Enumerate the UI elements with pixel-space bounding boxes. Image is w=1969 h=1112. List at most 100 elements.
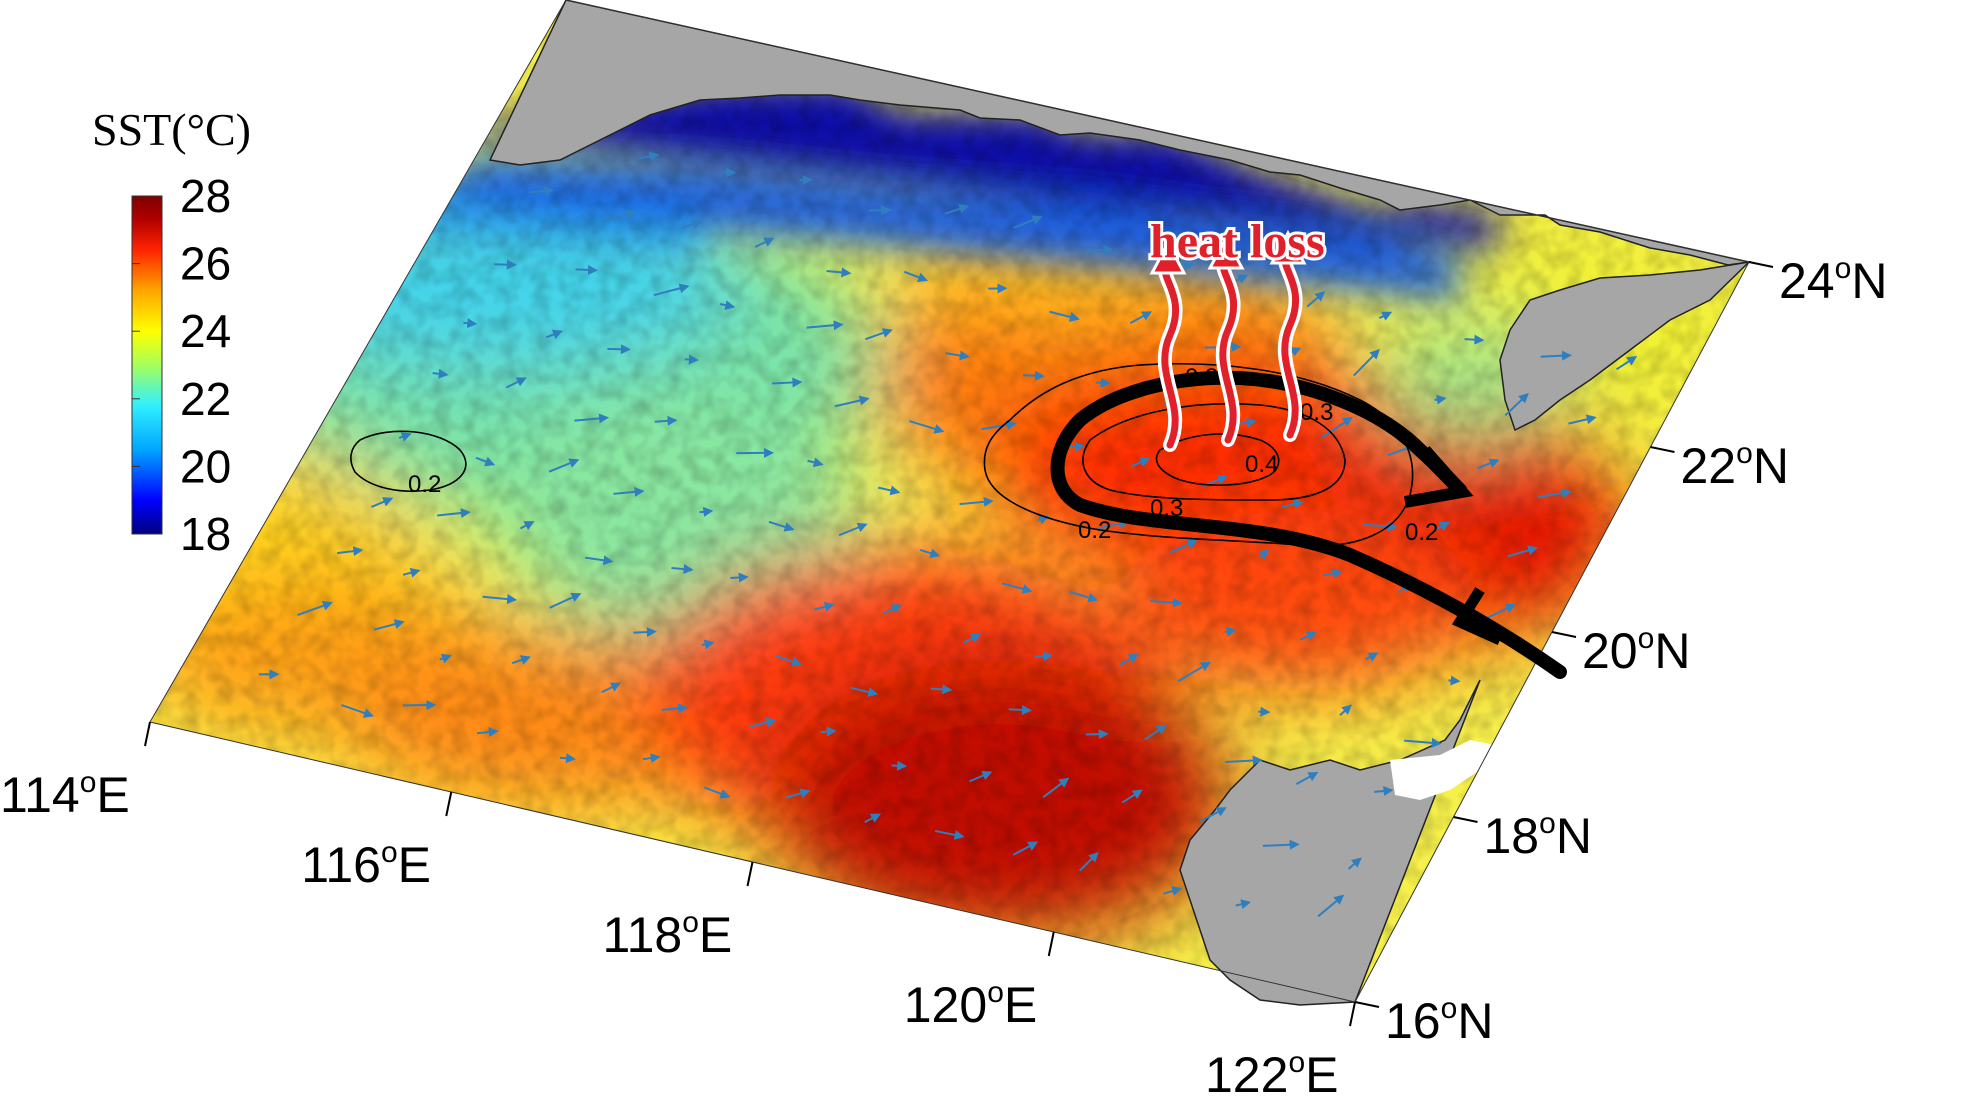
current-vector (944, 204, 970, 215)
current-vector (1258, 549, 1270, 560)
current-vectors (258, 151, 1638, 918)
current-vector (1362, 521, 1398, 532)
colorbar-gradient (131, 195, 163, 535)
contour-label: 0.4 (1245, 451, 1278, 478)
current-vector (1169, 539, 1198, 554)
current-vector (1199, 807, 1227, 823)
current-vector (559, 753, 576, 764)
current-vector (602, 209, 637, 223)
current-vector (1262, 839, 1300, 850)
lon-tick-mark (1349, 1001, 1356, 1027)
current-vector (934, 829, 965, 840)
current-vector (398, 432, 412, 442)
current-vector (585, 555, 614, 566)
lon-tick-label: 116oE (301, 836, 431, 893)
current-vector (749, 717, 777, 728)
current-vector (1258, 706, 1271, 717)
lon-tick-mark (746, 861, 754, 887)
current-vector (1353, 348, 1380, 377)
current-vector (1012, 841, 1039, 856)
lon-tick-label: 114oE (0, 766, 130, 823)
current-vector (642, 753, 661, 764)
longitude-axis: 114oE 116oE 118oE 120oE 122oE (0, 721, 1356, 1103)
current-vector (476, 727, 499, 738)
current-vector (1568, 414, 1597, 425)
current-vector (799, 175, 813, 186)
current-vector (402, 700, 437, 711)
current-vector (768, 520, 795, 532)
lat-tick-label: 16oN (1385, 992, 1493, 1049)
current-vector (820, 726, 837, 737)
current-vector (1096, 377, 1111, 388)
current-vector (373, 619, 405, 631)
current-vector (864, 813, 881, 824)
colorbar-tick-label: 20 (180, 440, 231, 492)
current-vector (671, 564, 694, 574)
current-vector (519, 521, 535, 531)
colorbar-tick-label: 24 (180, 305, 231, 357)
contour-label: 0.2 (1078, 517, 1111, 544)
current-vector (1477, 458, 1500, 470)
current-vector (613, 486, 645, 497)
loop-mid-arrow-head (1451, 587, 1503, 646)
current-vector (684, 354, 699, 365)
current-vector (754, 237, 775, 248)
taiwan-land (1499, 260, 1752, 432)
current-vector (1129, 311, 1153, 324)
current-vector (661, 703, 689, 714)
current-vector (494, 259, 517, 270)
loop-arrow-head (1403, 446, 1474, 508)
current-vector (945, 350, 970, 361)
current-vector (439, 653, 452, 664)
current-vector (337, 546, 364, 557)
current-vector (1507, 545, 1539, 558)
current-vector (463, 318, 478, 329)
current-vector (1121, 789, 1143, 804)
current-vector (1034, 651, 1054, 662)
current-vector (1224, 626, 1237, 637)
current-vector (1008, 705, 1032, 715)
lon-tick-label: 120oE (904, 976, 1037, 1033)
lon-tick-mark (144, 721, 151, 747)
lon-tick-mark (1047, 931, 1055, 957)
current-vector (1306, 291, 1326, 308)
current-vector (1281, 499, 1304, 510)
current-vector (1347, 857, 1362, 870)
current-vector (1378, 311, 1393, 321)
colorbar-tick-label: 18 (180, 508, 231, 560)
current-vector (482, 594, 518, 605)
current-vector (341, 704, 374, 718)
current-vector (865, 328, 893, 341)
colorbar-tick-label: 26 (180, 238, 231, 290)
current-vector (1540, 350, 1572, 361)
current-vector (1079, 851, 1099, 872)
current-vector (1225, 755, 1263, 766)
current-vector (653, 283, 690, 297)
current-vector (878, 485, 901, 496)
current-vector (701, 639, 715, 650)
current-vector (1484, 603, 1517, 620)
white-data-gap (1390, 740, 1495, 800)
heat-loss-arrows (1149, 229, 1307, 452)
lon-tick-label: 122oE (1205, 1046, 1338, 1103)
heat-loss-arrow (1219, 256, 1238, 444)
current-vector (719, 300, 736, 311)
current-vector (813, 601, 835, 612)
current-vector (1339, 704, 1352, 717)
current-vector (850, 686, 879, 697)
contour-left-0-2 (350, 430, 467, 492)
lon-tick-mark (445, 791, 453, 817)
lat-tick-label: 20oN (1582, 622, 1690, 679)
current-vector (601, 682, 622, 694)
colorbar-tick-label: 22 (180, 373, 231, 425)
current-vector (638, 151, 660, 162)
current-vector (505, 377, 527, 389)
current-vector (834, 395, 870, 408)
current-vector (772, 377, 803, 388)
current-vector (1163, 886, 1183, 896)
current-vector (432, 368, 449, 379)
current-vector (1374, 785, 1394, 796)
current-vector (529, 186, 555, 196)
lat-tick-mark (1551, 631, 1577, 638)
